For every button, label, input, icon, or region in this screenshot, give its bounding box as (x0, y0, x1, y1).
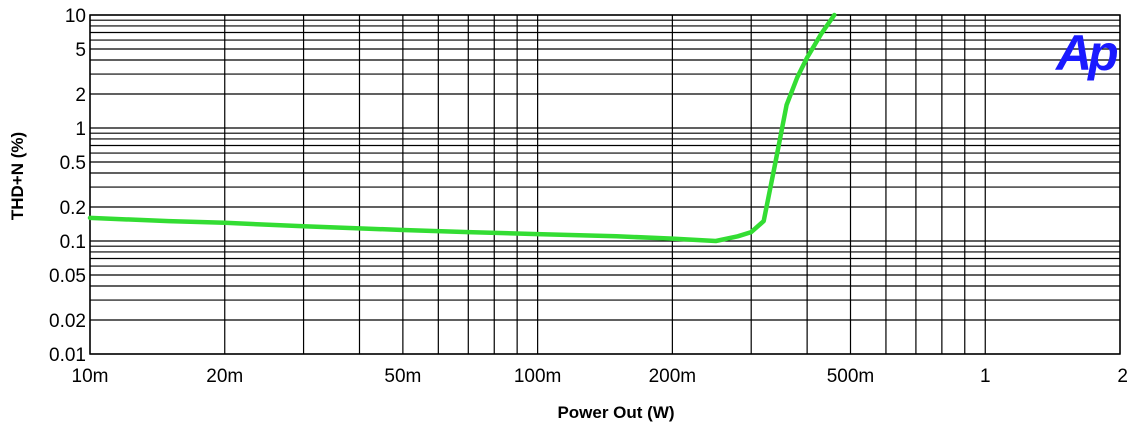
y-tick-label: 2 (75, 85, 86, 106)
x-tick-label: 20m (206, 366, 243, 387)
series-line (87, 12, 837, 244)
x-tick-label: 200m (649, 366, 697, 387)
ap-logo: Ap (1054, 25, 1117, 81)
y-tick-label: 0.01 (49, 345, 86, 366)
y-tick-label: 0.2 (60, 198, 86, 219)
y-tick-label: 0.1 (60, 232, 86, 253)
y-tick-label: 1 (75, 119, 86, 140)
y-tick-label: 0.02 (49, 311, 86, 332)
y-tick-label: 5 (75, 40, 86, 61)
plot-grid (89, 14, 1121, 355)
y-tick-labels: 0.01 0.02 0.05 0.1 0.2 0.5 1 2 5 10 (49, 6, 86, 366)
x-axis-label: Power Out (W) (557, 403, 674, 422)
x-tick-label: 10m (72, 366, 109, 387)
x-tick-label: 500m (827, 366, 875, 387)
y-tick-label: 0.05 (49, 266, 86, 287)
y-tick-label: 10 (65, 6, 86, 27)
x-tick-label: 1 (980, 366, 991, 387)
x-tick-label: 2 (1117, 366, 1128, 387)
x-tick-labels: 10m 20m 50m 100m 200m 500m 1 2 (72, 366, 1128, 387)
x-tick-label: 50m (384, 366, 421, 387)
y-axis-label: THD+N (%) (8, 132, 27, 220)
x-tick-label: 100m (514, 366, 562, 387)
plot-frame (89, 14, 1121, 355)
y-tick-label: 0.5 (60, 153, 86, 174)
